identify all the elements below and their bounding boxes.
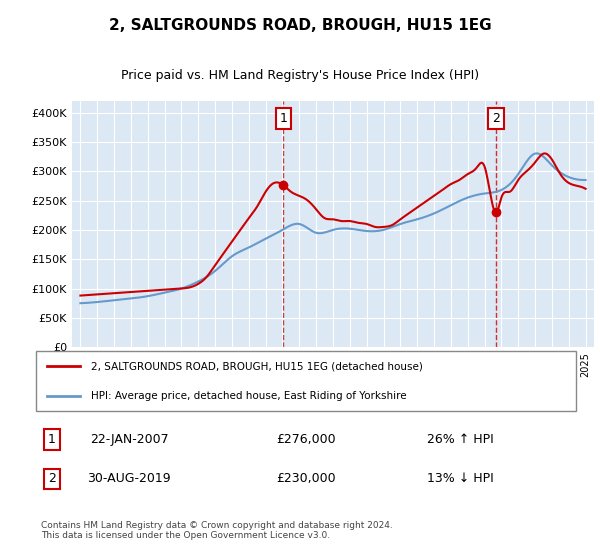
Text: 2, SALTGROUNDS ROAD, BROUGH, HU15 1EG (detached house): 2, SALTGROUNDS ROAD, BROUGH, HU15 1EG (d… <box>91 361 422 371</box>
Text: 2: 2 <box>48 473 56 486</box>
FancyBboxPatch shape <box>35 351 577 411</box>
Text: 30-AUG-2019: 30-AUG-2019 <box>88 473 171 486</box>
Text: 2, SALTGROUNDS ROAD, BROUGH, HU15 1EG: 2, SALTGROUNDS ROAD, BROUGH, HU15 1EG <box>109 18 491 32</box>
Text: 22-JAN-2007: 22-JAN-2007 <box>90 433 169 446</box>
Text: 13% ↓ HPI: 13% ↓ HPI <box>427 473 494 486</box>
Text: 26% ↑ HPI: 26% ↑ HPI <box>427 433 494 446</box>
Text: Contains HM Land Registry data © Crown copyright and database right 2024.
This d: Contains HM Land Registry data © Crown c… <box>41 521 393 540</box>
Text: 2: 2 <box>492 112 500 125</box>
Text: 1: 1 <box>280 112 287 125</box>
Text: HPI: Average price, detached house, East Riding of Yorkshire: HPI: Average price, detached house, East… <box>91 390 406 400</box>
Text: 1: 1 <box>48 433 56 446</box>
Text: £276,000: £276,000 <box>276 433 336 446</box>
Text: Price paid vs. HM Land Registry's House Price Index (HPI): Price paid vs. HM Land Registry's House … <box>121 69 479 82</box>
Text: £230,000: £230,000 <box>276 473 336 486</box>
